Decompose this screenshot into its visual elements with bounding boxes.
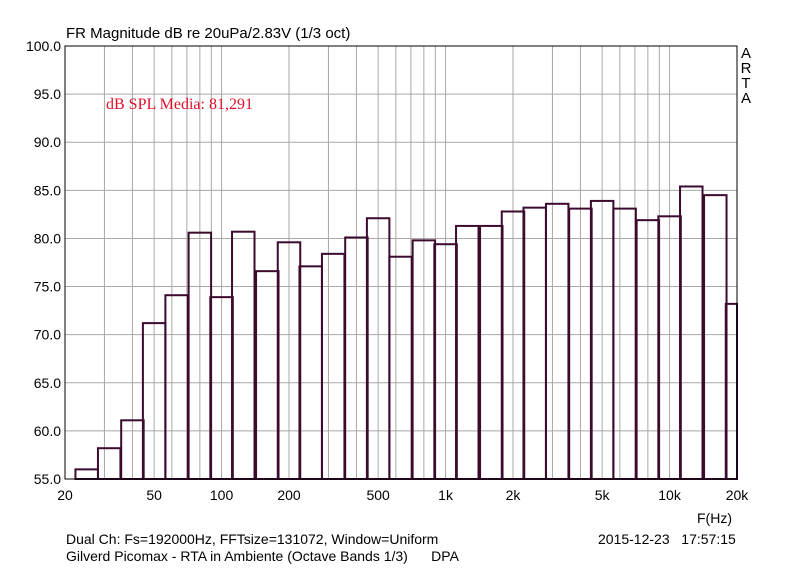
chart-title: FR Magnitude dB re 20uPa/2.83V (1/3 oct) bbox=[66, 25, 351, 42]
bar-1250hz bbox=[455, 224, 480, 480]
logo-letter-4: A bbox=[740, 90, 751, 107]
x-tick-label: 20k bbox=[726, 487, 750, 503]
bar-3150hz bbox=[544, 202, 570, 480]
arta-logo: A R T A bbox=[740, 46, 752, 106]
bar-63hz bbox=[164, 294, 189, 480]
footer-datetime: 2015-12-23 17:57:15 bbox=[598, 531, 736, 547]
x-tick-label: 5k bbox=[595, 487, 611, 503]
x-axis-label: F(Hz) bbox=[697, 510, 732, 526]
bar-16000hz bbox=[703, 194, 728, 480]
x-tick-label: 10k bbox=[658, 487, 682, 503]
y-tick-label: 95.0 bbox=[34, 86, 61, 102]
y-tick-label: 85.0 bbox=[34, 182, 61, 198]
x-tick-label: 1k bbox=[438, 487, 454, 503]
bar-6300hz bbox=[612, 207, 637, 480]
x-tick-label: 2k bbox=[506, 487, 522, 503]
x-tick-label: 200 bbox=[277, 487, 301, 503]
y-tick-label: 100.0 bbox=[26, 38, 61, 54]
x-tick-label: 50 bbox=[146, 487, 162, 503]
bar-12500hz bbox=[679, 185, 704, 481]
bar-2500hz bbox=[522, 206, 547, 481]
bar-315hz bbox=[320, 252, 346, 480]
y-tick-label: 65.0 bbox=[34, 375, 61, 391]
bar-25hz bbox=[74, 468, 99, 480]
bar-630hz bbox=[388, 255, 413, 480]
logo-letter-1: A bbox=[740, 45, 751, 62]
x-tick-label: 100 bbox=[210, 487, 234, 503]
bar-31.5hz bbox=[96, 447, 122, 481]
x-tick-label: 20 bbox=[57, 487, 73, 503]
y-tick-label: 70.0 bbox=[34, 327, 61, 343]
y-tick-label: 55.0 bbox=[34, 471, 61, 487]
bar-250hz bbox=[298, 265, 323, 480]
footer-description: Gilverd Picomax - RTA in Ambiente (Octav… bbox=[66, 548, 459, 564]
x-tick-label: 500 bbox=[366, 487, 390, 503]
plot-frame bbox=[64, 45, 738, 480]
footer-measurement-settings: Dual Ch: Fs=192000Hz, FFTsize=131072, Wi… bbox=[66, 531, 439, 547]
bar-1600hz bbox=[479, 224, 504, 480]
logo-letter-3: T bbox=[741, 75, 751, 92]
bar-160hz bbox=[255, 270, 280, 480]
logo-letter-2: R bbox=[740, 60, 752, 77]
y-tick-label: 60.0 bbox=[34, 423, 61, 439]
average-spl-annotation: dB SPL Media: 81,291 bbox=[106, 96, 253, 113]
bar-125hz bbox=[231, 230, 256, 480]
y-tick-label: 80.0 bbox=[34, 230, 61, 246]
y-tick-label: 75.0 bbox=[34, 279, 61, 295]
y-tick-label: 90.0 bbox=[34, 134, 61, 150]
